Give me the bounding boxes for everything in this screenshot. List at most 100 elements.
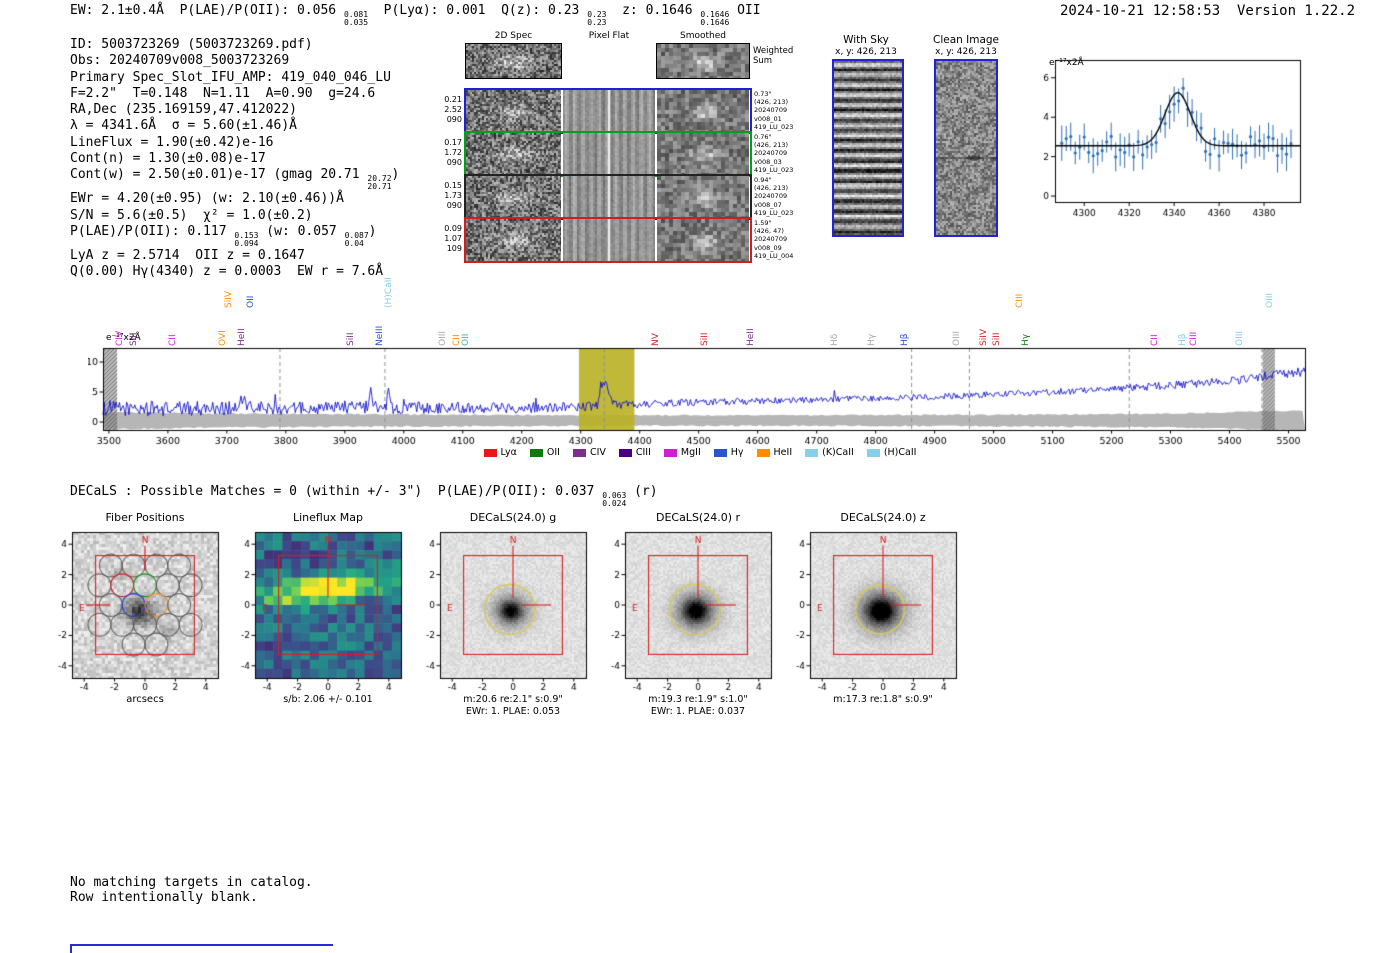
legend-item: Lyα bbox=[483, 447, 517, 458]
spec2d-smoothed-image bbox=[657, 90, 749, 132]
stacked-uncertainty: 0.063 0.024 bbox=[602, 491, 627, 508]
legend-label: HeII bbox=[773, 447, 793, 458]
legend-label: MgII bbox=[680, 447, 701, 458]
cutout-title-decals-g: DECaLS(24.0) g bbox=[469, 511, 557, 524]
spectrum-line-label: OIII bbox=[1264, 292, 1275, 308]
decals-z-caption-1: m:17.3 re:1.8" s:0.9" bbox=[833, 694, 933, 705]
legend-label: Lyα bbox=[500, 447, 517, 458]
legend-swatch bbox=[866, 448, 880, 457]
spectrum-line-label: SiII bbox=[345, 332, 356, 346]
spectrum-line-label: Hβ bbox=[1177, 333, 1188, 346]
info-line: Cont(n) = 1.30(±0.08)e-17 bbox=[70, 151, 266, 167]
with-sky-image bbox=[832, 59, 904, 237]
spectrum-line-label: OIII bbox=[952, 330, 963, 346]
info-line: Cont(w) = 2.50(±0.01)e-17 (gmag 20.71 20… bbox=[70, 167, 400, 192]
legend-label: (H)CaII bbox=[883, 447, 917, 458]
legend-label: OII bbox=[546, 447, 560, 458]
info-line: ID: 5003723269 (5003723269.pdf) bbox=[70, 37, 313, 52]
legend-label: CIII bbox=[635, 447, 651, 458]
spectrum-line-label: OII bbox=[245, 295, 256, 308]
stacked-uncertainty: 0.23 0.23 bbox=[587, 10, 607, 27]
spec2d-2dspec-image bbox=[466, 90, 561, 132]
legend-swatch bbox=[483, 448, 497, 457]
legend-swatch bbox=[572, 448, 586, 457]
spectrum-line-label: OII bbox=[460, 333, 471, 346]
clean-image-coords: x, y: 426, 213 bbox=[935, 47, 997, 57]
spectrum-line-label: CII bbox=[167, 334, 178, 346]
clean-image-title: Clean Image bbox=[932, 34, 1000, 46]
decals-r-caption-1: m:19.3 re:1.9" s:1.0" bbox=[648, 694, 748, 705]
legend-swatch bbox=[756, 448, 770, 457]
spectrum-line-label: CIV bbox=[114, 330, 125, 346]
spectrum-line-label: HeII bbox=[745, 328, 756, 346]
spec2d-header-2dspec: 2D Spec bbox=[494, 31, 533, 41]
spectrum-line-label: OVI bbox=[218, 330, 229, 346]
legend-item: CIV bbox=[572, 447, 606, 458]
info-line: Primary Spec_Slot_IFU_AMP: 419_040_046_L… bbox=[70, 69, 391, 85]
spec2d-2dspec-image bbox=[466, 133, 561, 175]
stacked-uncertainty: 0.087 0.04 bbox=[344, 230, 369, 248]
detection-info-block: ID: 5003723269 (5003723269.pdf) Obs: 2024… bbox=[70, 37, 399, 281]
info-line: F=2.2" T=0.148 N=1.11 A=0.90 g=24.6 bbox=[70, 85, 376, 101]
decals-g-caption-1: m:20.6 re:2.1" s:0.9" bbox=[463, 694, 563, 705]
legend-item: MgII bbox=[663, 447, 701, 458]
legend-swatch bbox=[805, 448, 819, 457]
next-section-border bbox=[70, 944, 333, 953]
lineflux-map-cutout bbox=[225, 528, 415, 698]
stacked-uncertainty: 20.72 20.71 bbox=[367, 174, 392, 192]
info-line: EWr = 4.20(±0.95) (w: 2.10(±0.46))Å bbox=[70, 191, 344, 207]
legend-item: (H)CaII bbox=[866, 447, 917, 458]
spectrum-line-label: Hβ bbox=[900, 333, 911, 346]
info-line: S/N = 5.6(±0.5) χ² = 1.0(±0.2) bbox=[70, 207, 313, 223]
spectrum-line-label: CIII bbox=[1189, 331, 1200, 346]
decals-z-cutout bbox=[780, 528, 970, 698]
spec2d-pixelflat-image bbox=[563, 176, 655, 218]
spectrum-line-label: Hγ bbox=[866, 333, 877, 346]
legend-label: CIV bbox=[589, 447, 606, 458]
spec2d-row-fiber-weights: 0.17 1.72 090 bbox=[444, 138, 462, 167]
legend-item: HeII bbox=[756, 447, 793, 458]
stacked-uncertainty: 0.1646 0.1646 bbox=[700, 10, 730, 27]
spectrum-line-label: SiIV bbox=[224, 290, 235, 308]
spectrum-line-label: CII bbox=[1149, 334, 1160, 346]
spectrum-line-label: NV bbox=[650, 333, 661, 346]
info-line: LyA z = 2.5714 OII z = 0.1647 bbox=[70, 247, 305, 263]
spectrum-line-label: NeIII bbox=[375, 325, 386, 346]
cutout-title-fiber-positions: Fiber Positions bbox=[105, 511, 185, 524]
spec2d-row-annotation: 0.94" (426, 213) 20240709 v008_07 419_LU… bbox=[754, 176, 794, 217]
footer-line-2: Row intentionally blank. bbox=[70, 890, 258, 905]
footer-line-1: No matching targets in catalog. bbox=[70, 875, 313, 890]
spec2d-row-annotation: 1.59" (426, 47) 20240709 v008_09 419_LU_… bbox=[754, 219, 794, 260]
stacked-uncertainty: 0.153 0.094 bbox=[234, 230, 259, 248]
fiber-positions-xlabel: arcsecs bbox=[126, 694, 164, 705]
spectrum-line-label: SiII bbox=[991, 332, 1002, 346]
legend-swatch bbox=[713, 448, 727, 457]
spec2d-row-fiber-weights: 0.15 1.73 090 bbox=[444, 181, 462, 210]
spec2d-row-fiber-weights: 0.21 2.52 090 bbox=[444, 95, 462, 124]
spec2d-2dspec-image bbox=[466, 176, 561, 218]
legend-swatch bbox=[618, 448, 632, 457]
spectrum-units-annotation: e⁻¹⁷x2Å bbox=[106, 333, 141, 343]
spec2d-weighted-sum-label: Weighted Sum bbox=[753, 46, 794, 66]
info-line: RA,Dec (235.169159,47.412022) bbox=[70, 102, 297, 118]
info-line: Q(0.00) Hγ(4340) z = 0.0003 EW r = 7.6Å bbox=[70, 264, 384, 280]
legend-item: CIII bbox=[618, 447, 651, 458]
spec2d-smoothed-image bbox=[657, 133, 749, 175]
summary-line: EW: 2.1±0.4Å P(LAE)/P(OII): 0.056 0.081 0… bbox=[70, 3, 761, 27]
spec2d-weighted-2dspec-image bbox=[465, 43, 562, 79]
decals-r-caption-2: EWr: 1. PLAE: 0.037 bbox=[650, 706, 746, 717]
legend-label: Hγ bbox=[730, 447, 744, 458]
lineflux-map-caption: s/b: 2.06 +/- 0.101 bbox=[283, 694, 373, 705]
spectrum-line-label: OIII bbox=[438, 330, 449, 346]
cutout-title-lineflux-map: Lineflux Map bbox=[292, 511, 364, 524]
spectrum-line-label: OIII bbox=[1235, 330, 1246, 346]
full-spectrum-plot bbox=[88, 336, 1313, 448]
decals-r-cutout bbox=[595, 528, 785, 698]
spec2d-2dspec-image bbox=[466, 219, 561, 261]
spectrum-line-label: SiII bbox=[699, 332, 710, 346]
info-line: LineFlux = 1.90(±0.42)e-16 bbox=[70, 134, 274, 150]
legend-item: OII bbox=[529, 447, 560, 458]
legend-label: (K)CaII bbox=[822, 447, 854, 458]
timestamp-version: 2024-10-21 12:58:53 Version 1.22.2 bbox=[1060, 3, 1356, 19]
spec2d-row-annotation: 0.76" (426, 213) 20240709 v008_03 419_LU… bbox=[754, 133, 794, 174]
